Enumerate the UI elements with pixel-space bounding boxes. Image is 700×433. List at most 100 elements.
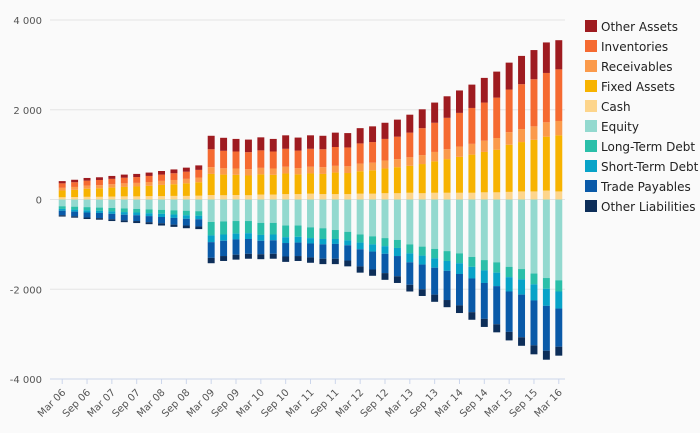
legend-swatch: [585, 40, 597, 52]
bar-segment: [480, 77, 488, 103]
bar-segment: [331, 199, 339, 231]
bar-segment: [369, 193, 377, 200]
bar-segment: [418, 128, 426, 156]
bar-segment: [443, 199, 451, 252]
bar-segment: [530, 273, 538, 285]
bar-segment: [319, 149, 327, 168]
bar-segment: [120, 212, 128, 215]
bar-segment: [307, 166, 314, 174]
bar-segment: [220, 221, 228, 235]
bar-segment: [71, 186, 79, 190]
bar-segment: [195, 195, 203, 200]
bar-segment: [269, 151, 277, 169]
bar-segment: [170, 195, 178, 200]
bar-segment: [505, 62, 513, 90]
bar-segment: [95, 188, 103, 197]
bar-segment: [158, 209, 166, 214]
bar-segment: [170, 217, 178, 225]
bar-segment: [555, 40, 563, 70]
bar-segment: [133, 173, 141, 178]
bar-segment: [83, 217, 91, 220]
legend-swatch: [585, 100, 597, 112]
bar-segment: [133, 208, 141, 213]
bar-segment: [244, 199, 252, 222]
bar-segment: [480, 260, 488, 271]
bar-segment: [257, 222, 265, 235]
bar-segment: [58, 183, 66, 188]
bar-segment: [158, 196, 166, 200]
bar-segment: [530, 300, 538, 346]
bar-segment: [468, 256, 476, 267]
bar-segment: [195, 165, 203, 170]
bar-segment: [418, 264, 426, 290]
bar-segment: [344, 260, 352, 267]
bar-segment: [307, 199, 314, 228]
bar-segment: [455, 263, 463, 274]
bar-segment: [505, 199, 513, 267]
bar-segment: [83, 177, 91, 181]
bar-segment: [95, 210, 103, 213]
bar-segment: [170, 184, 178, 196]
bar-segment: [493, 192, 501, 200]
bar-segment: [71, 216, 79, 218]
bar-segment: [108, 211, 116, 214]
bar-segment: [95, 199, 103, 208]
bar-segment: [530, 126, 538, 140]
bar-segment: [220, 199, 228, 222]
bar-segment: [555, 120, 563, 136]
legend-item-label: Other Liabilities: [601, 200, 696, 214]
bar-segment: [170, 199, 178, 211]
bar-segment: [331, 230, 339, 239]
bar-segment: [480, 102, 488, 141]
bar-segment: [356, 199, 364, 235]
bar-segment: [443, 192, 451, 200]
bar-segment: [356, 266, 364, 273]
bar-segment: [443, 260, 451, 271]
bar-segment: [108, 199, 116, 209]
bar-segment: [257, 137, 265, 151]
bar-segment: [418, 255, 426, 265]
bar-segment: [431, 151, 439, 162]
legend-swatch: [585, 160, 597, 172]
bar-segment: [244, 139, 252, 153]
bar-segment: [344, 166, 352, 174]
bar-segment: [232, 254, 240, 260]
bar-segment: [555, 346, 563, 356]
bar-segment: [307, 193, 314, 200]
bar-segment: [319, 244, 327, 259]
bar-segment: [257, 199, 265, 223]
bar-segment: [542, 278, 550, 289]
bar-segment: [145, 213, 153, 217]
bar-segment: [505, 291, 513, 332]
bar-segment: [58, 206, 66, 209]
bar-segment: [356, 234, 364, 243]
bar-segment: [369, 162, 377, 171]
bar-segment: [518, 294, 526, 338]
bar-segment: [294, 150, 302, 169]
bar-segment: [133, 196, 141, 200]
bar-segment: [108, 208, 116, 212]
legend-item-label: Long-Term Debt: [601, 140, 695, 154]
bar-segment: [232, 199, 240, 222]
bar-segment: [83, 212, 91, 218]
bar-segment: [331, 238, 339, 244]
bar-segment: [232, 174, 240, 196]
bar-segment: [207, 257, 215, 264]
bar-segment: [145, 209, 153, 214]
bar-segment: [294, 174, 302, 195]
bar-segment: [257, 174, 265, 195]
bar-segment: [406, 157, 414, 166]
bar-segment: [269, 138, 277, 152]
bar-segment: [542, 42, 550, 73]
bar-segment: [480, 270, 488, 283]
bar-segment: [480, 318, 488, 327]
bar-segment: [356, 242, 364, 250]
bar-segment: [307, 257, 314, 263]
bar-segment: [232, 195, 240, 200]
bar-segment: [182, 171, 190, 179]
bar-segment: [120, 199, 128, 209]
bar-segment: [518, 279, 526, 295]
bar-segment: [381, 122, 389, 139]
bar-segment: [443, 270, 451, 301]
bar-segment: [257, 150, 265, 168]
